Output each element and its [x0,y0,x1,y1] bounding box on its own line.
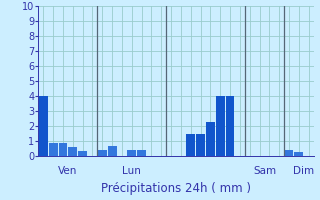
Bar [127,150,136,156]
Bar [206,121,215,156]
Bar [226,96,235,156]
X-axis label: Précipitations 24h ( mm ): Précipitations 24h ( mm ) [101,182,251,195]
Bar [284,150,293,156]
Bar [49,142,58,156]
Bar [39,96,48,156]
Bar [98,150,107,156]
Text: Dim: Dim [293,166,314,177]
Bar [108,146,116,156]
Bar [78,151,87,156]
Bar [216,96,225,156]
Text: Ven: Ven [58,166,77,177]
Bar [68,147,77,156]
Bar [59,142,68,156]
Text: Sam: Sam [253,166,276,177]
Bar [294,152,303,156]
Text: Lun: Lun [122,166,141,177]
Bar [196,134,205,156]
Bar [137,150,146,156]
Bar [186,134,195,156]
